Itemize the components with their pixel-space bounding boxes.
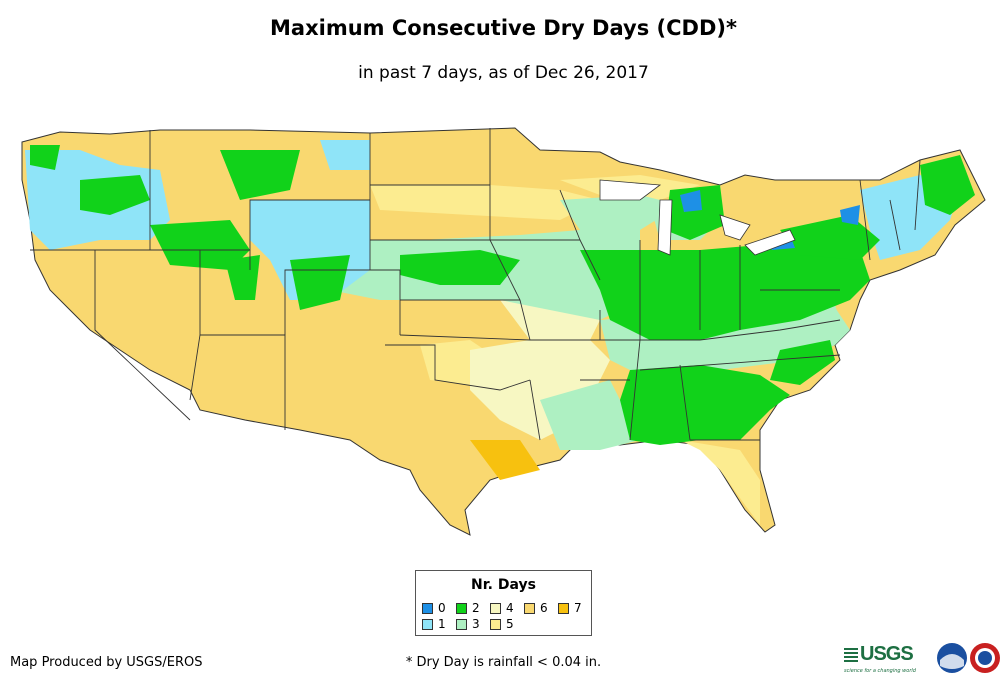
area-5-northern-plains xyxy=(370,185,600,220)
legend-item-1: 1 xyxy=(422,617,446,631)
legend-item-3: 3 xyxy=(456,617,480,631)
legend-title: Nr. Days xyxy=(471,577,536,593)
page-subtitle: in past 7 days, as of Dec 26, 2017 xyxy=(358,63,649,83)
page-title: Maximum Consecutive Dry Days (CDD)* xyxy=(270,16,737,40)
area-2-oregon xyxy=(80,175,150,215)
area-1-montana xyxy=(320,140,370,170)
legend-label-1: 1 xyxy=(438,617,446,631)
lake-erie xyxy=(744,229,796,256)
area-2-nebraska xyxy=(400,250,520,285)
lake-huron xyxy=(719,214,751,241)
legend-item-0: 0 xyxy=(422,601,446,615)
legend-label-4: 4 xyxy=(506,601,514,615)
area-0-ny xyxy=(840,205,860,225)
dry-day-footnote: * Dry Day is rainfall < 0.04 in. xyxy=(0,655,1007,670)
legend-label-2: 2 xyxy=(472,601,480,615)
area-4-missouri xyxy=(500,300,600,340)
legend-label-7: 7 xyxy=(574,601,582,615)
legend-swatch-2 xyxy=(456,602,467,614)
area-3-wisconsin xyxy=(560,195,680,230)
legend-label-5: 5 xyxy=(506,617,514,631)
area-0-michigan xyxy=(680,190,702,212)
area-2-new-york xyxy=(780,215,880,260)
legend-swatch-4 xyxy=(490,602,501,614)
legend-label-6: 6 xyxy=(540,601,548,615)
usgs-tagline: science for a changing world xyxy=(844,668,916,674)
footnote-text: * Dry Day is rainfall < 0.04 in. xyxy=(405,655,602,670)
legend-swatch-1 xyxy=(422,618,433,630)
lake-superior xyxy=(599,179,662,201)
area-7-south-texas xyxy=(470,440,540,480)
legend: Nr. Days 0 1 2 3 4 5 6 xyxy=(415,570,592,636)
legend-item-6: 6 xyxy=(524,601,548,615)
legend-swatch-5 xyxy=(490,618,501,630)
area-2-carolinas xyxy=(770,340,835,385)
area-2-idaho xyxy=(150,220,250,270)
area-2-ohio-valley xyxy=(580,245,870,340)
area-3-mississippi xyxy=(540,380,640,450)
legend-item-2: 2 xyxy=(456,601,480,615)
area-2-michigan xyxy=(665,185,725,240)
agency-logos: USGS science for a changing world xyxy=(840,638,1000,678)
legend-swatch-0 xyxy=(422,602,433,614)
legend-swatch-7 xyxy=(558,602,569,614)
legend-item-4: 4 xyxy=(490,601,514,615)
area-2-southeast xyxy=(620,365,790,445)
state-boundaries xyxy=(30,128,921,441)
legend-swatch-3 xyxy=(456,618,467,630)
legend-item-7: 7 xyxy=(558,601,582,615)
usgs-logo-icon xyxy=(844,643,1000,673)
area-2-washington xyxy=(30,145,60,170)
lake-michigan xyxy=(657,199,673,256)
area-2-maine xyxy=(920,155,975,215)
area-2-montana xyxy=(220,150,300,200)
legend-swatch-6 xyxy=(524,602,535,614)
usgs-wordmark: USGS xyxy=(860,643,914,665)
area-2-utah xyxy=(225,255,260,300)
area-5-florida xyxy=(680,440,760,525)
legend-label-0: 0 xyxy=(438,601,446,615)
legend-item-5: 5 xyxy=(490,617,514,631)
map-credit: Map Produced by USGS/EROS xyxy=(10,655,203,670)
legend-label-3: 3 xyxy=(472,617,480,631)
area-2-colorado xyxy=(290,255,350,310)
